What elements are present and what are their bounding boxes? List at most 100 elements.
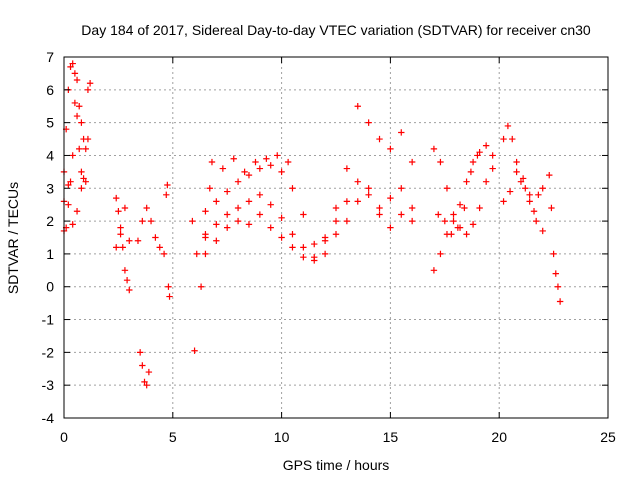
y-tick-label: 0 (46, 279, 54, 295)
data-point (134, 237, 142, 244)
data-point (241, 168, 248, 176)
data-point (387, 145, 394, 153)
data-point (463, 231, 470, 238)
x-tick-label: 20 (491, 429, 507, 445)
data-point (141, 378, 148, 386)
data-point (408, 204, 416, 212)
data-point (78, 168, 85, 176)
data-point (119, 244, 126, 251)
data-point (463, 178, 470, 185)
data-point (376, 135, 383, 143)
data-point (408, 158, 416, 166)
data-point (504, 122, 512, 130)
data-point (467, 168, 475, 176)
data-point (522, 185, 529, 192)
data-point (213, 198, 220, 205)
data-point (256, 191, 264, 199)
data-point (556, 298, 564, 305)
data-point (278, 234, 285, 241)
data-point (73, 76, 81, 84)
data-point (469, 158, 477, 166)
data-point (461, 204, 468, 212)
data-point (121, 204, 129, 212)
data-point (219, 165, 227, 172)
data-point (126, 286, 133, 294)
x-tick-label: 10 (274, 429, 290, 445)
data-point (332, 204, 340, 212)
data-point (263, 155, 270, 162)
data-point (245, 198, 253, 205)
data-point (202, 208, 209, 215)
data-point (213, 221, 220, 228)
data-point (123, 276, 131, 284)
data-point (554, 283, 562, 290)
data-point (482, 142, 490, 149)
data-point (509, 135, 516, 143)
data-point (365, 191, 372, 199)
data-point (450, 217, 457, 225)
data-point (202, 231, 209, 238)
x-tick-label: 15 (383, 429, 399, 445)
series-point-6 (191, 347, 198, 354)
data-point (387, 194, 394, 202)
data-point (289, 231, 296, 238)
data-point (197, 283, 205, 290)
data-point (230, 155, 237, 162)
data-point (256, 211, 264, 218)
grid-layer (64, 57, 608, 418)
y-tick-label: -4 (42, 410, 55, 426)
data-point (365, 119, 372, 126)
data-point (245, 171, 253, 179)
data-point (398, 129, 405, 136)
y-tick-label: 5 (46, 115, 54, 131)
data-point (76, 103, 83, 110)
data-point (376, 211, 383, 218)
series-pass-5 (189, 185, 213, 290)
data-point (193, 250, 200, 258)
data-point (126, 237, 133, 244)
data-point (145, 368, 153, 376)
data-point (80, 175, 87, 182)
data-point (476, 204, 483, 212)
data-point (73, 112, 81, 120)
data-point (69, 60, 76, 67)
data-point (69, 152, 76, 159)
y-tick-label: 4 (46, 147, 54, 163)
data-point (84, 135, 92, 143)
series-end (546, 171, 564, 305)
data-point (166, 293, 173, 300)
data-point (354, 103, 361, 110)
data-point (256, 165, 264, 172)
y-tick-label: 7 (46, 49, 54, 65)
series-late-c (435, 152, 481, 238)
data-point (121, 267, 129, 274)
data-point (300, 211, 307, 218)
data-point (300, 244, 307, 251)
y-tick-label: 2 (46, 213, 54, 229)
series-pass-4 (163, 181, 173, 300)
data-point (143, 204, 150, 212)
data-point (82, 145, 89, 153)
data-point (224, 188, 231, 195)
data-point (274, 152, 281, 159)
data-point (224, 224, 231, 231)
data-point (267, 162, 274, 169)
data-point (234, 217, 242, 225)
data-point (278, 214, 285, 222)
data-point (448, 231, 455, 238)
points-layer (60, 60, 564, 389)
data-point (136, 349, 144, 356)
data-point (113, 194, 120, 202)
data-point (71, 99, 79, 107)
data-point (517, 178, 525, 185)
data-point (289, 244, 296, 251)
data-point (519, 175, 527, 182)
data-point (476, 148, 483, 156)
data-point (165, 283, 172, 290)
data-point (513, 158, 520, 166)
data-point (530, 208, 538, 215)
series-band-b (202, 178, 416, 261)
data-point (456, 201, 464, 208)
y-tick-label: 1 (46, 246, 54, 262)
